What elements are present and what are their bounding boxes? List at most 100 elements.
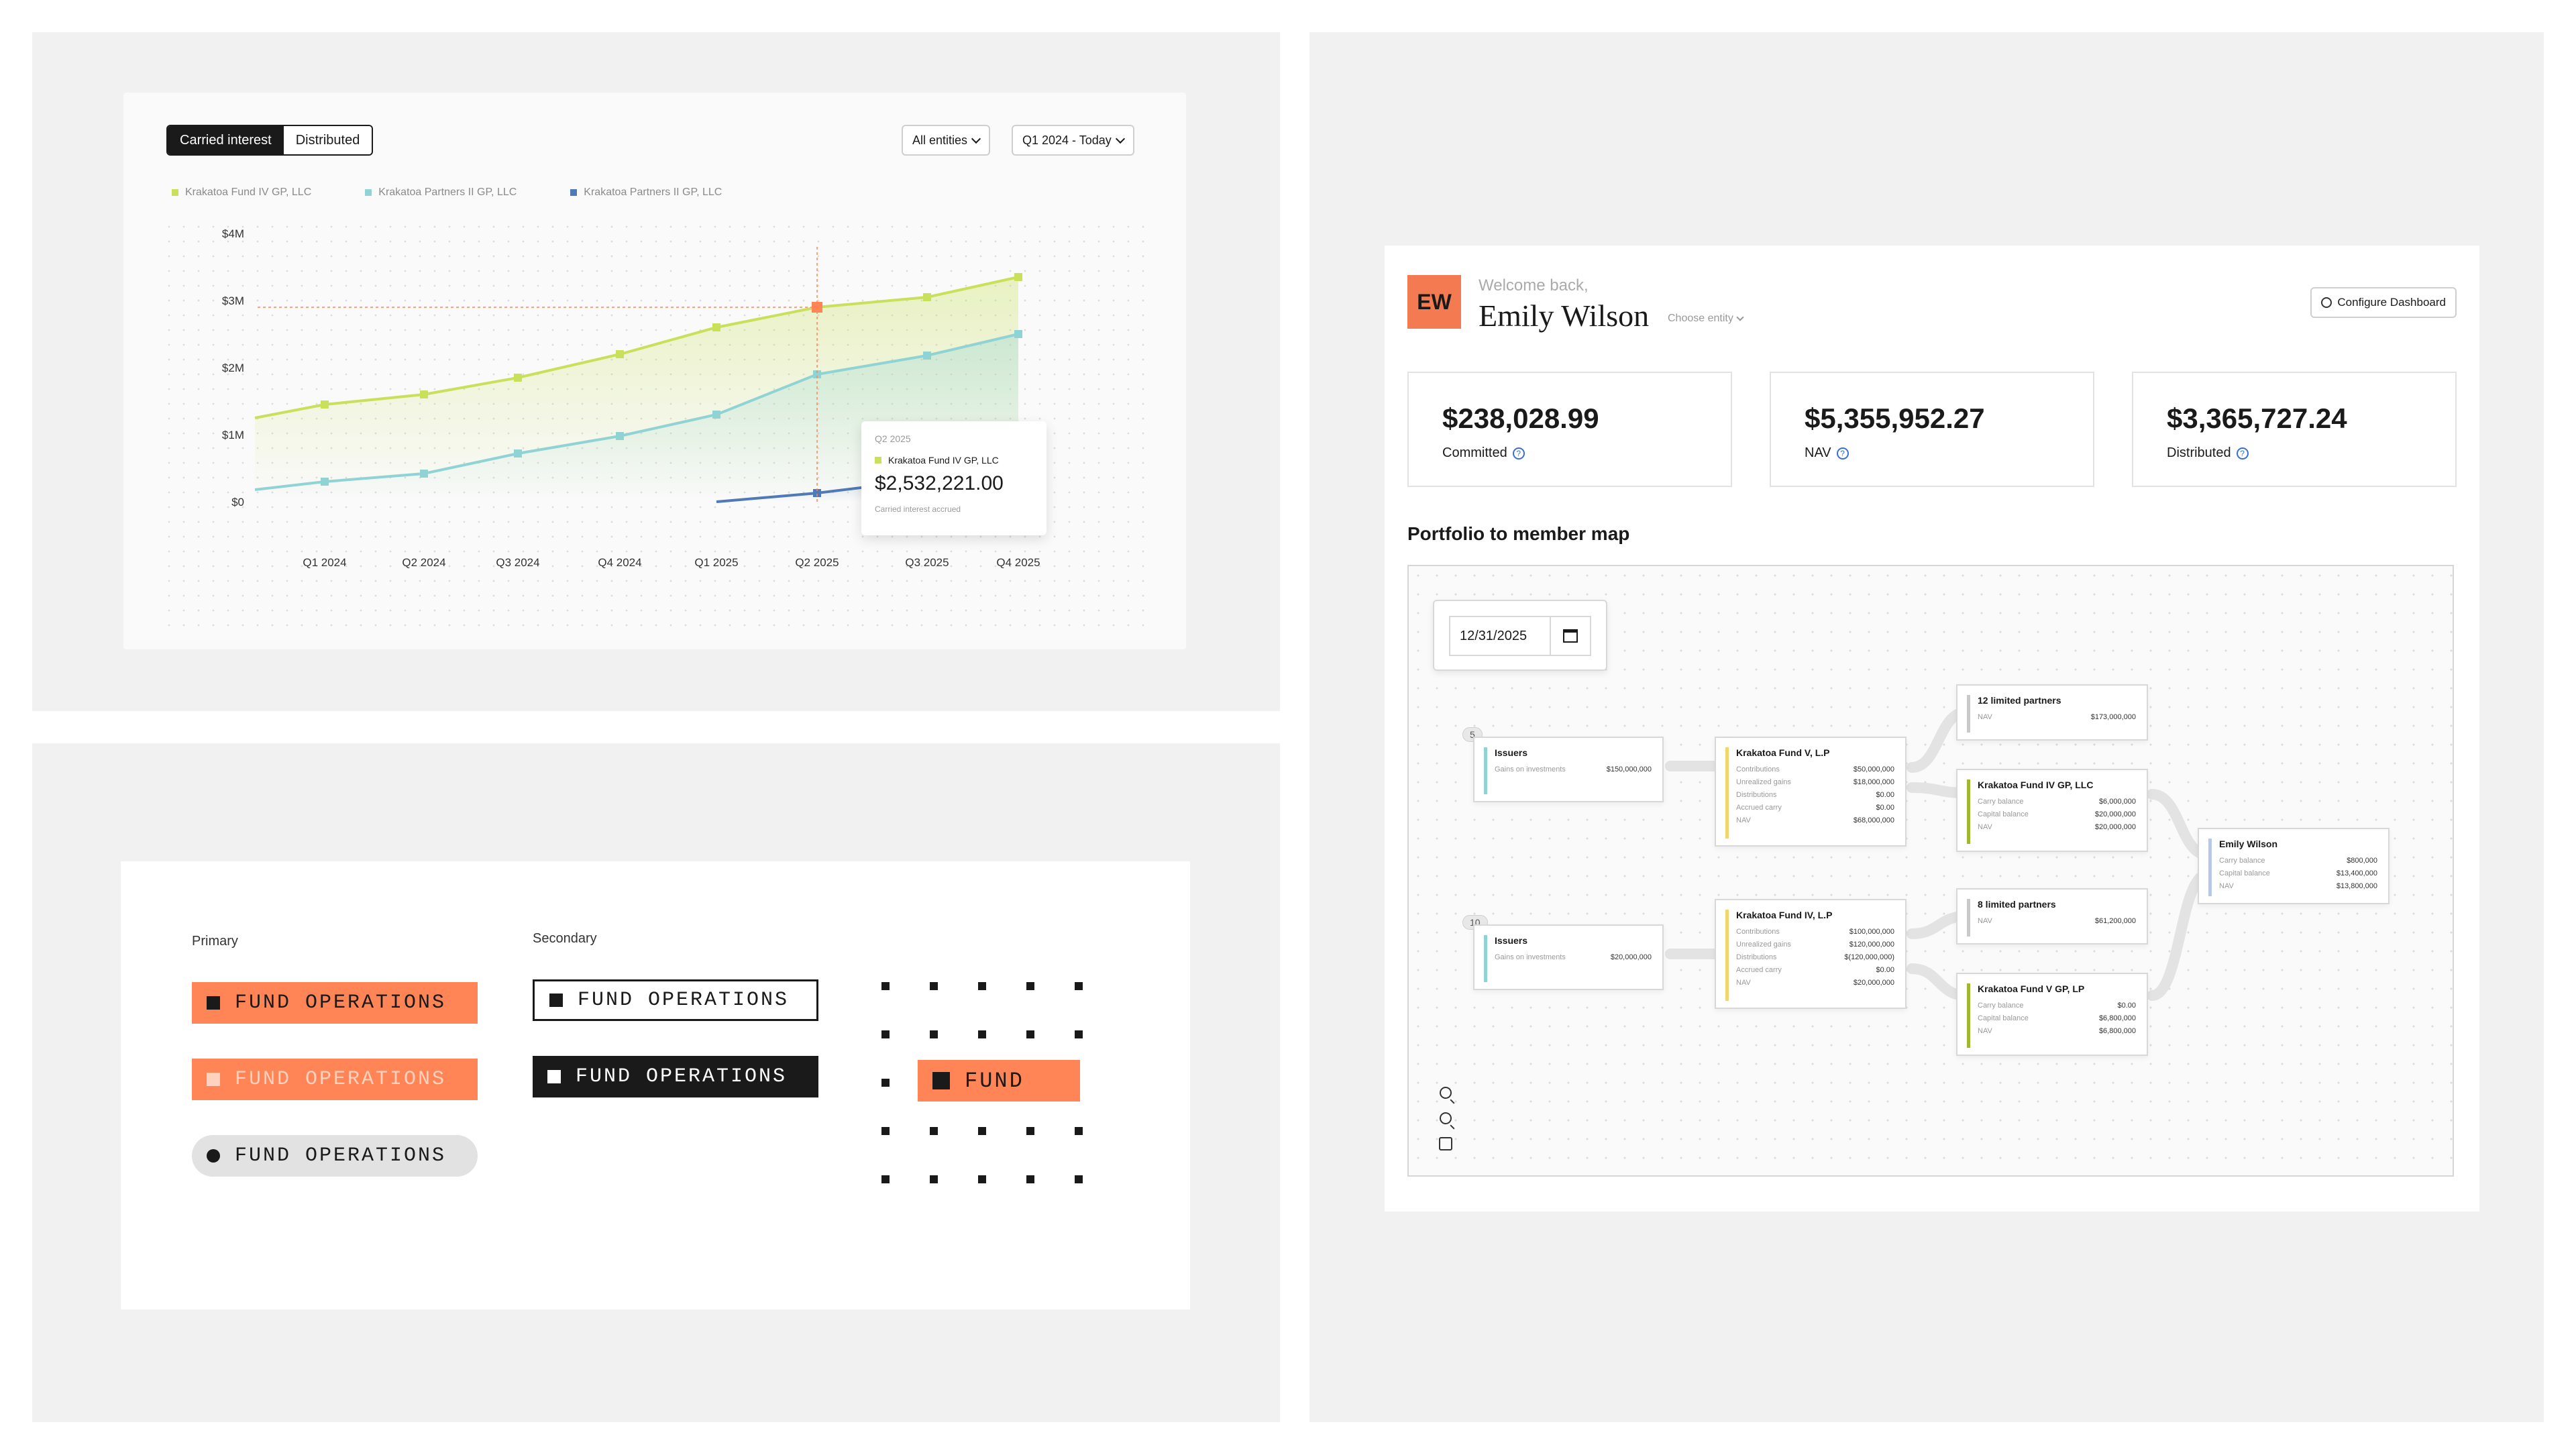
node-row: Contributions $50,000,000 xyxy=(1736,763,1894,776)
primary-button-disabled[interactable]: FUND OPERATIONS xyxy=(192,1059,478,1100)
row-key: Distributions xyxy=(1736,953,1777,961)
row-key: Contributions xyxy=(1736,928,1780,936)
help-icon[interactable]: ? xyxy=(1836,447,1849,460)
row-value: $(120,000,000) xyxy=(1844,953,1894,961)
tab-carried-interest[interactable]: Carried interest xyxy=(168,126,284,154)
zoom-out-button[interactable] xyxy=(1436,1108,1456,1128)
row-key: Gains on investments xyxy=(1495,953,1566,961)
node-title: Krakatoa Fund V, L.P xyxy=(1736,747,1830,758)
grid-dot xyxy=(978,1175,986,1183)
data-point xyxy=(616,432,624,440)
row-key: Distributions xyxy=(1736,791,1777,799)
data-point xyxy=(420,470,428,478)
issuers-node-top[interactable]: Issuers Gains on investments $150,000,000 xyxy=(1473,737,1664,802)
stat-label: Distributed xyxy=(2167,445,2231,460)
grid-dot xyxy=(1075,982,1083,990)
grid-dot xyxy=(1026,1175,1034,1183)
zoom-in-icon xyxy=(1440,1087,1452,1099)
grid-dot xyxy=(881,1079,890,1087)
node-title: Krakatoa Fund V GP, LP xyxy=(1978,983,2085,994)
member-node[interactable]: Emily Wilson Carry balance $800,000 Capit… xyxy=(2198,828,2390,904)
node-row: Carry balance $6,000,000 xyxy=(1978,796,2136,808)
row-value: $50,000,000 xyxy=(1853,765,1894,773)
portfolio-map[interactable]: 12/31/2025 5 Issuers Gains on investment… xyxy=(1407,565,2454,1177)
help-icon[interactable]: ? xyxy=(1512,447,1525,460)
node-row: NAV $20,000,000 xyxy=(1978,821,2136,834)
secondary-dark-button[interactable]: FUND OPERATIONS xyxy=(533,1056,818,1097)
grid-dot xyxy=(978,982,986,990)
node-row: Contributions $100,000,000 xyxy=(1736,926,1894,938)
node-row: NAV $61,200,000 xyxy=(1978,915,2136,928)
node-row: Capital balance $20,000,000 xyxy=(1978,808,2136,821)
legend-item: Krakatoa Partners II GP, LLC xyxy=(365,186,517,199)
date-range-dropdown[interactable]: Q1 2024 - Today xyxy=(1012,125,1134,156)
y-tick-label: $1M xyxy=(222,429,244,441)
secondary-outline-button[interactable]: FUND OPERATIONS xyxy=(533,979,818,1021)
help-icon[interactable]: ? xyxy=(2236,447,2249,460)
date-input[interactable]: 12/31/2025 xyxy=(1449,616,1550,656)
row-key: NAV xyxy=(1978,917,1992,925)
row-value: $20,000,000 xyxy=(2094,823,2136,831)
configure-dashboard-button[interactable]: Configure Dashboard xyxy=(2310,287,2457,318)
button-label: FUND OPERATIONS xyxy=(235,991,447,1014)
entity-filter-dropdown[interactable]: All entities xyxy=(902,125,991,156)
section-title: Portfolio to member map xyxy=(1407,523,1630,544)
node-row: Gains on investments $20,000,000 xyxy=(1495,951,1652,964)
chart-tooltip: Q2 2025 Krakatoa Fund IV GP, LLC $2,532,… xyxy=(861,421,1046,535)
choose-entity-dropdown[interactable]: Choose entity xyxy=(1668,313,1744,325)
y-tick-label: $2M xyxy=(222,362,244,374)
row-value: $800,000 xyxy=(2347,857,2377,865)
choose-entity-label: Choose entity xyxy=(1668,313,1733,324)
stat-label: NAV xyxy=(1805,445,1831,460)
grid-dot xyxy=(1075,1127,1083,1135)
stat-label-row: Committed? xyxy=(1442,445,1525,461)
stat-card-committed: $238,028.99 Committed? xyxy=(1407,372,1732,487)
limited-partners-12-node[interactable]: 12 limited partners NAV $173,000,000 xyxy=(1956,684,2148,741)
primary-button[interactable]: FUND OPERATIONS xyxy=(192,982,478,1024)
data-point xyxy=(616,350,624,358)
grid-dot xyxy=(1026,1127,1034,1135)
row-key: Accrued carry xyxy=(1736,966,1782,974)
secondary-label: Secondary xyxy=(533,931,597,946)
node-row: Distributions $0.00 xyxy=(1736,789,1894,802)
series-area xyxy=(255,334,1018,502)
issuers-node-bottom[interactable]: Issuers Gains on investments $20,000,000 xyxy=(1473,924,1664,990)
legend-item: Krakatoa Partners II GP, LLC xyxy=(570,186,722,199)
row-value: $20,000,000 xyxy=(1610,953,1652,961)
fund-v-gp-node[interactable]: Krakatoa Fund V GP, LP Carry balance $0.0… xyxy=(1956,973,2148,1056)
node-row: Unrealized gains $18,000,000 xyxy=(1736,776,1894,789)
row-key: NAV xyxy=(1978,823,1992,831)
user-name: Emily Wilson xyxy=(1479,299,1650,333)
node-color-bar xyxy=(1484,935,1487,982)
zoom-out-icon xyxy=(1440,1112,1452,1124)
primary-pill-button[interactable]: FUND OPERATIONS xyxy=(192,1135,478,1177)
node-title: Issuers xyxy=(1495,935,1528,946)
x-tick-label: Q1 2024 xyxy=(303,556,346,569)
node-title: Krakatoa Fund IV GP, LLC xyxy=(1978,780,2094,790)
data-point xyxy=(321,478,329,486)
row-value: $20,000,000 xyxy=(2094,810,2136,818)
row-value: $0.00 xyxy=(1876,791,1894,799)
fund-button[interactable]: FUND xyxy=(918,1060,1080,1102)
stat-value: $238,028.99 xyxy=(1442,402,1599,434)
zoom-in-button[interactable] xyxy=(1436,1083,1456,1103)
row-value: $68,000,000 xyxy=(1853,816,1894,824)
fund-iv-node[interactable]: Krakatoa Fund IV, L.P Contributions $100,… xyxy=(1715,899,1907,1009)
fund-iv-gp-node[interactable]: Krakatoa Fund IV GP, LLC Carry balance $6… xyxy=(1956,769,2148,852)
row-value: $150,000,000 xyxy=(1606,765,1652,773)
calendar-button[interactable] xyxy=(1550,616,1591,656)
node-row: Gains on investments $150,000,000 xyxy=(1495,763,1652,776)
x-tick-label: Q2 2024 xyxy=(402,556,445,569)
fund-v-node[interactable]: Krakatoa Fund V, L.P Contributions $50,00… xyxy=(1715,737,1907,847)
grid-dot xyxy=(881,982,890,990)
fit-view-button[interactable] xyxy=(1436,1134,1456,1154)
node-row: NAV $13,800,000 xyxy=(2219,880,2377,893)
grid-dot xyxy=(1075,1030,1083,1038)
stat-label-row: Distributed? xyxy=(2167,445,2249,461)
row-value: $13,400,000 xyxy=(2336,869,2377,877)
tab-distributed[interactable]: Distributed xyxy=(283,126,372,154)
fit-view-icon xyxy=(1439,1137,1452,1150)
row-value: $0.00 xyxy=(1876,966,1894,974)
avatar[interactable]: EW xyxy=(1407,275,1461,329)
limited-partners-8-node[interactable]: 8 limited partners NAV $61,200,000 xyxy=(1956,888,2148,945)
